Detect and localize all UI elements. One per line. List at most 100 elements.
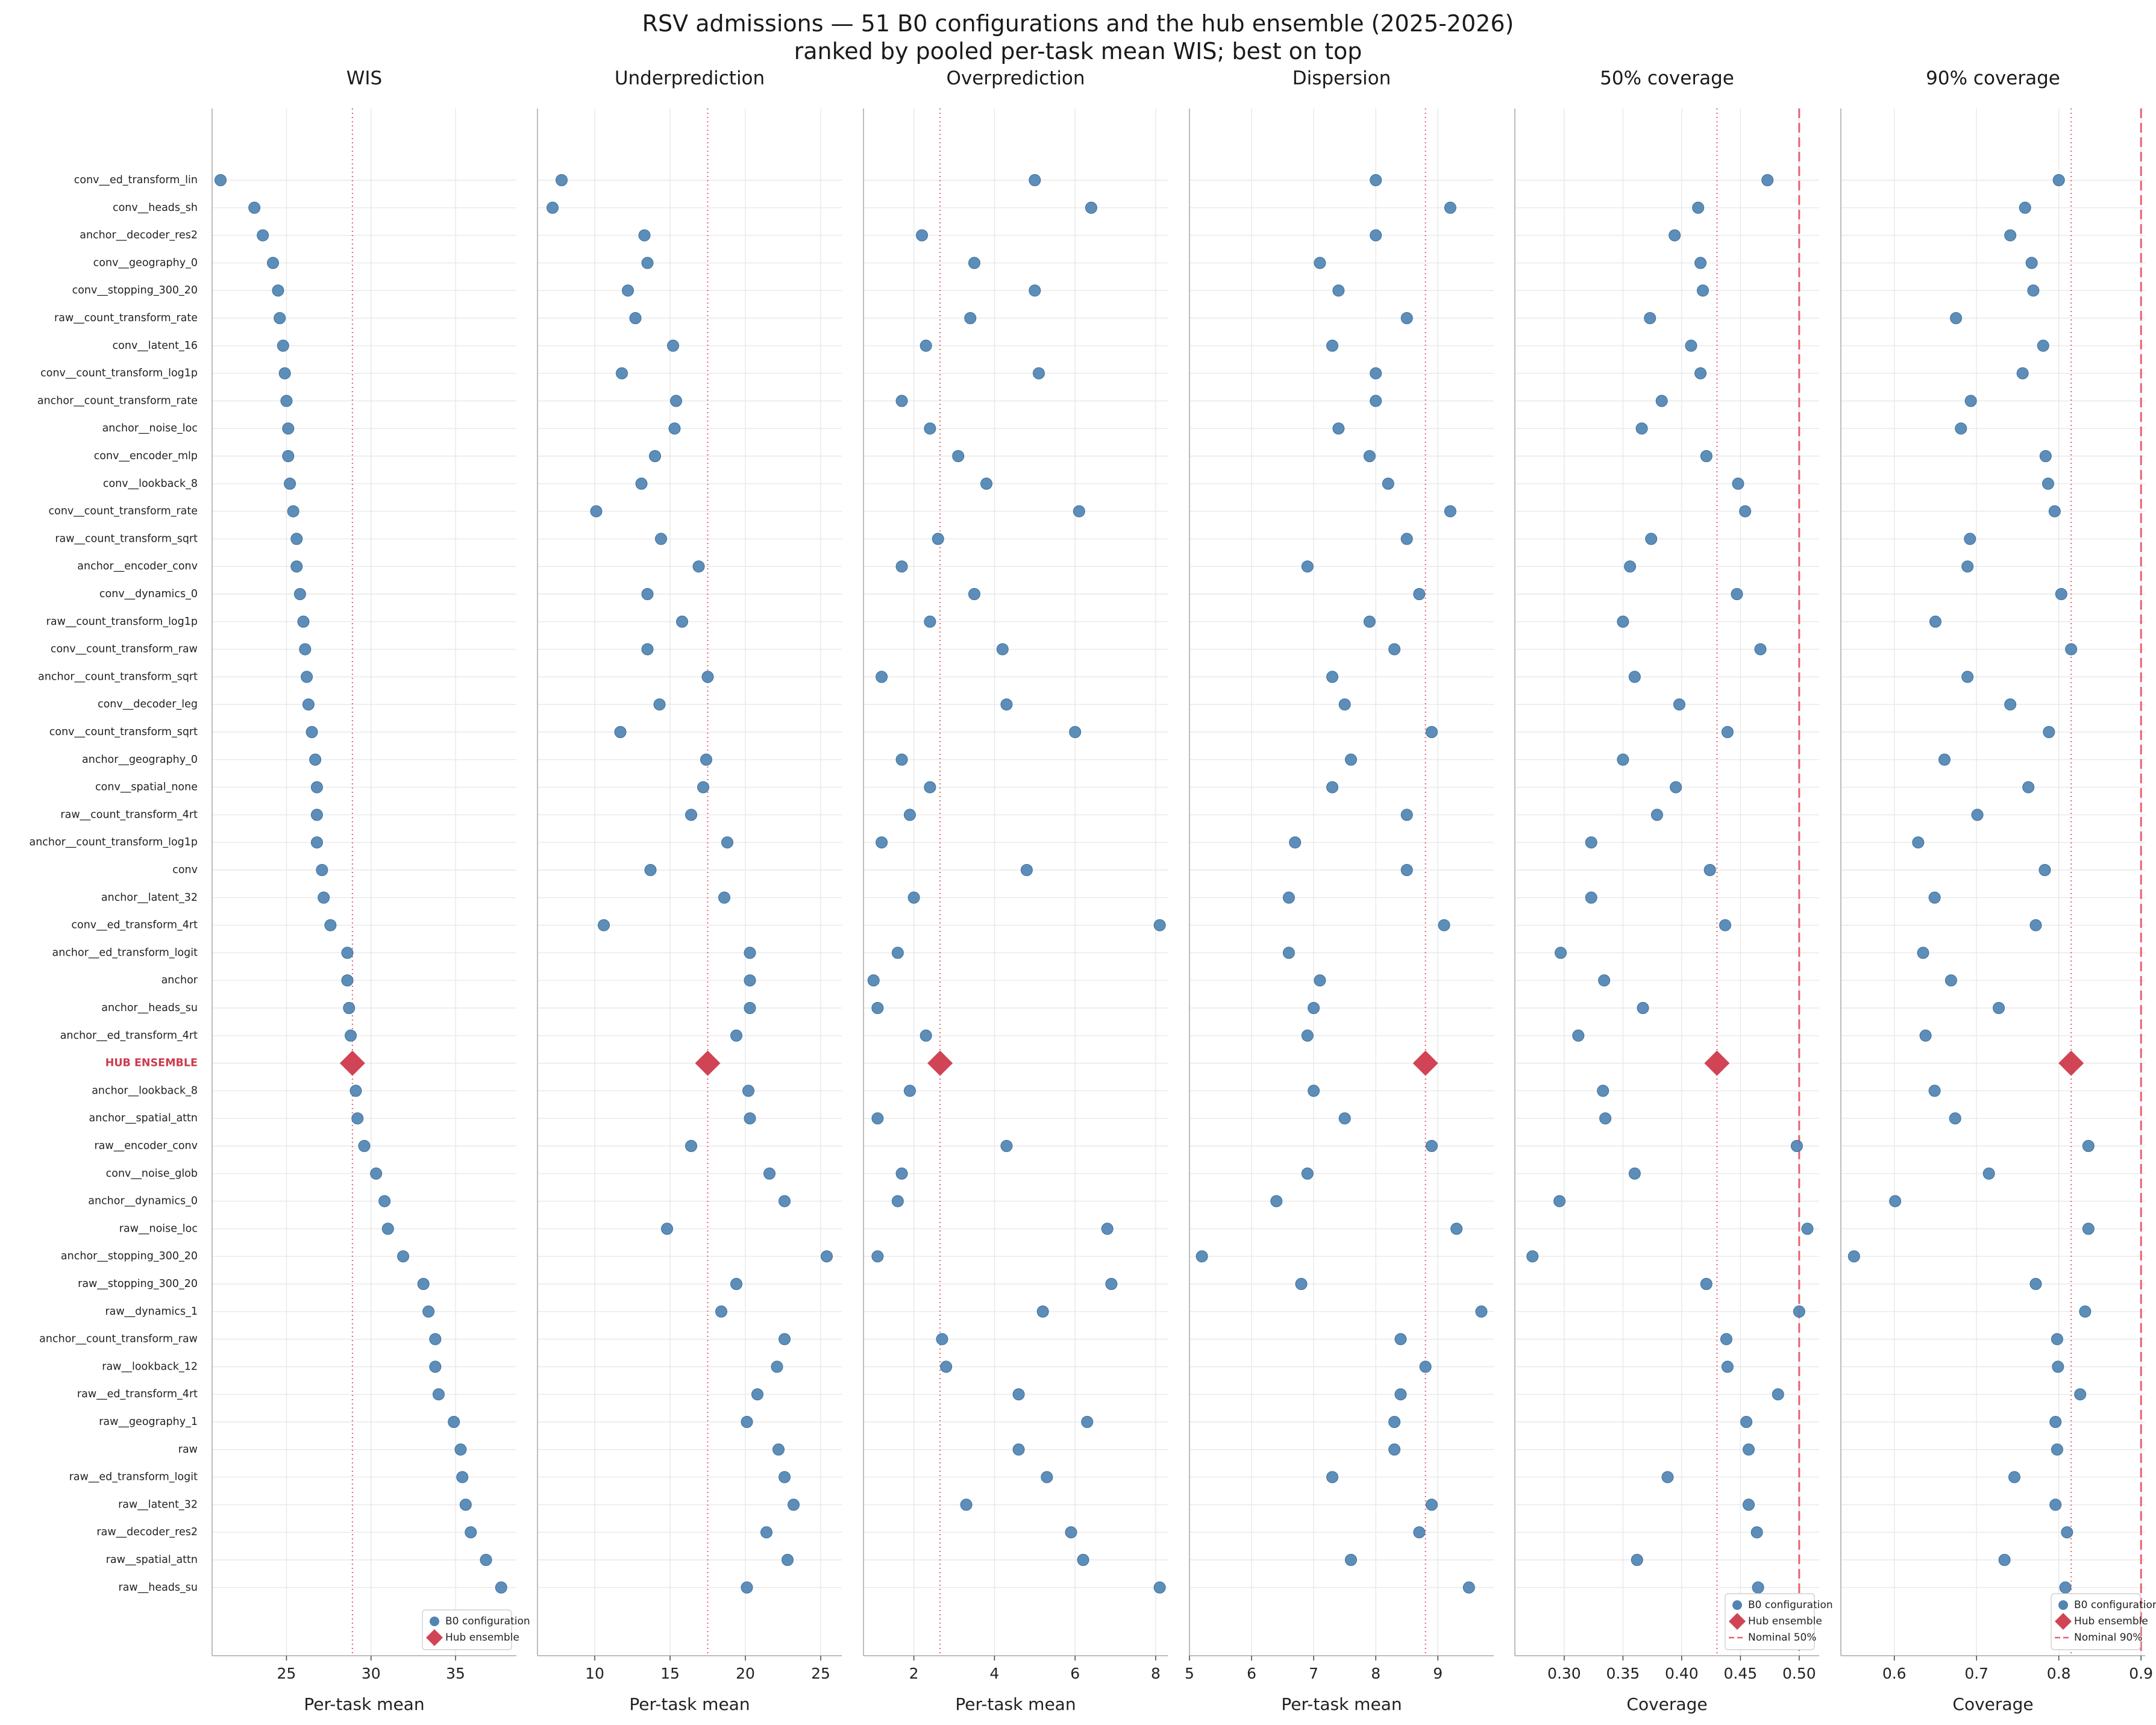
b0-config-point [1553, 1195, 1566, 1207]
b0-config-point [1637, 1002, 1649, 1014]
x-axis-label: Coverage [1626, 1694, 1707, 1714]
b0-config-point [280, 395, 293, 407]
b0-config-point [1971, 809, 1984, 821]
b0-config-point [1772, 1388, 1784, 1401]
b0-config-point [1743, 1498, 1755, 1511]
b0-config-point [751, 1388, 763, 1401]
b0-config-point [1462, 1581, 1475, 1594]
row-label: raw__geography_1 [99, 1416, 198, 1428]
b0-config-point [278, 367, 291, 380]
b0-config-point [1394, 1388, 1407, 1401]
b0-config-point [1950, 312, 1963, 324]
b0-config-point [653, 698, 666, 711]
x-axis-label: Per-task mean [304, 1694, 424, 1714]
b0-config-point [1394, 1333, 1407, 1345]
row-label: raw__stopping_300_20 [78, 1278, 198, 1290]
x-tick-label: 0.45 [1724, 1665, 1758, 1682]
row-labels: conv__ed_transform_lin conv__heads_shanch… [29, 174, 198, 1594]
b0-config-point [1314, 974, 1326, 987]
row-label: raw [178, 1444, 198, 1456]
b0-config-point [2016, 367, 2029, 380]
b0-config-point [920, 339, 932, 352]
legend-b0-label: B0 configuration [1748, 1599, 1833, 1611]
b0-config-point [1370, 395, 1382, 407]
b0-config-point [1065, 1526, 1077, 1539]
b0-config-point [715, 1305, 727, 1318]
x-tick-label: 35 [446, 1665, 465, 1682]
b0-config-point [290, 560, 303, 573]
x-tick-label: 2 [909, 1665, 919, 1682]
b0-config-point [257, 229, 269, 242]
b0-config-point [1754, 643, 1767, 656]
b0-config-point [1036, 1305, 1049, 1318]
b0-config-point [1720, 1333, 1732, 1345]
b0-config-point [721, 836, 733, 849]
x-tick-label: 25 [277, 1665, 296, 1682]
b0-config-point [2051, 1443, 2063, 1456]
b0-config-point [417, 1278, 430, 1290]
row-label: anchor__latent_32 [101, 892, 198, 904]
b0-config-point [1721, 726, 1734, 738]
b0-config-point [876, 671, 888, 683]
b0-config-point [547, 201, 559, 214]
b0-config-point [2022, 781, 2035, 794]
x-tick-label: 9 [1433, 1665, 1443, 1682]
b0-config-point [1444, 505, 1456, 518]
b0-config-point [1326, 339, 1339, 352]
row-label: conv__stopping_300_20 [72, 284, 198, 296]
row-label: conv__latent_16 [113, 340, 198, 352]
b0-config-point [700, 753, 712, 766]
b0-config-point [2043, 726, 2055, 738]
b0-config-point [661, 1223, 673, 1235]
b0-config-point [1032, 367, 1045, 380]
b0-config-point [891, 947, 904, 959]
b0-config-point [316, 864, 328, 876]
b0-config-point [2055, 588, 2067, 600]
b0-config-point [622, 284, 634, 297]
legend-hub-label: Hub ensemble [445, 1632, 519, 1644]
x-axis-label: Per-task mean [955, 1694, 1076, 1714]
row-label: anchor__decoder_res2 [80, 230, 198, 242]
b0-config-point [1413, 1526, 1426, 1539]
b0-config-point [2027, 284, 2040, 297]
b0-config-point [2082, 1223, 2095, 1235]
b0-config-point [1444, 201, 1456, 214]
b0-config-point [1938, 753, 1951, 766]
b0-config-point [1692, 201, 1705, 214]
b0-config-point [960, 1498, 973, 1511]
x-tick-label: 6 [1070, 1665, 1080, 1682]
b0-config-point [685, 1140, 697, 1152]
b0-config-point [345, 1029, 357, 1042]
panel-wis: WIS 25 30 35 Per-task mean B0 configuration Hu… [212, 67, 530, 1714]
b0-config-point [718, 891, 730, 904]
b0-config-point [641, 643, 654, 656]
b0-config-point [2052, 1360, 2064, 1373]
row-label: anchor__count_transform_sqrt [38, 671, 198, 683]
b0-config-point [1332, 284, 1345, 297]
b0-config-point [1572, 1029, 1585, 1042]
row-label: anchor__stopping_300_20 [61, 1250, 198, 1262]
b0-config-point [895, 1167, 908, 1180]
b0-config-point [1599, 1112, 1612, 1125]
b0-config-point [1929, 615, 1941, 628]
b0-config-point [1081, 1416, 1094, 1428]
b0-config-point [397, 1250, 410, 1263]
b0-config-point [1301, 1029, 1314, 1042]
b0-config-point [742, 1085, 754, 1097]
b0-config-point [1101, 1223, 1114, 1235]
b0-config-point [1400, 533, 1413, 545]
row-label: anchor__spatial_attn [89, 1112, 198, 1124]
row-label: conv__heads_sh [113, 202, 198, 214]
b0-config-point [1673, 698, 1685, 711]
b0-config-point [309, 753, 322, 766]
b0-config-point [1344, 753, 1357, 766]
x-tick-label: 30 [362, 1665, 381, 1682]
b0-config-point [341, 947, 354, 959]
x-tick-label: 25 [811, 1665, 830, 1682]
b0-config-point [996, 643, 1009, 656]
b0-config-point [1326, 781, 1339, 794]
row-label: anchor__ed_transform_4rt [60, 1030, 198, 1042]
b0-config-point [432, 1388, 445, 1401]
row-label: anchor__heads_su [101, 1002, 198, 1014]
b0-config-point [895, 560, 908, 573]
